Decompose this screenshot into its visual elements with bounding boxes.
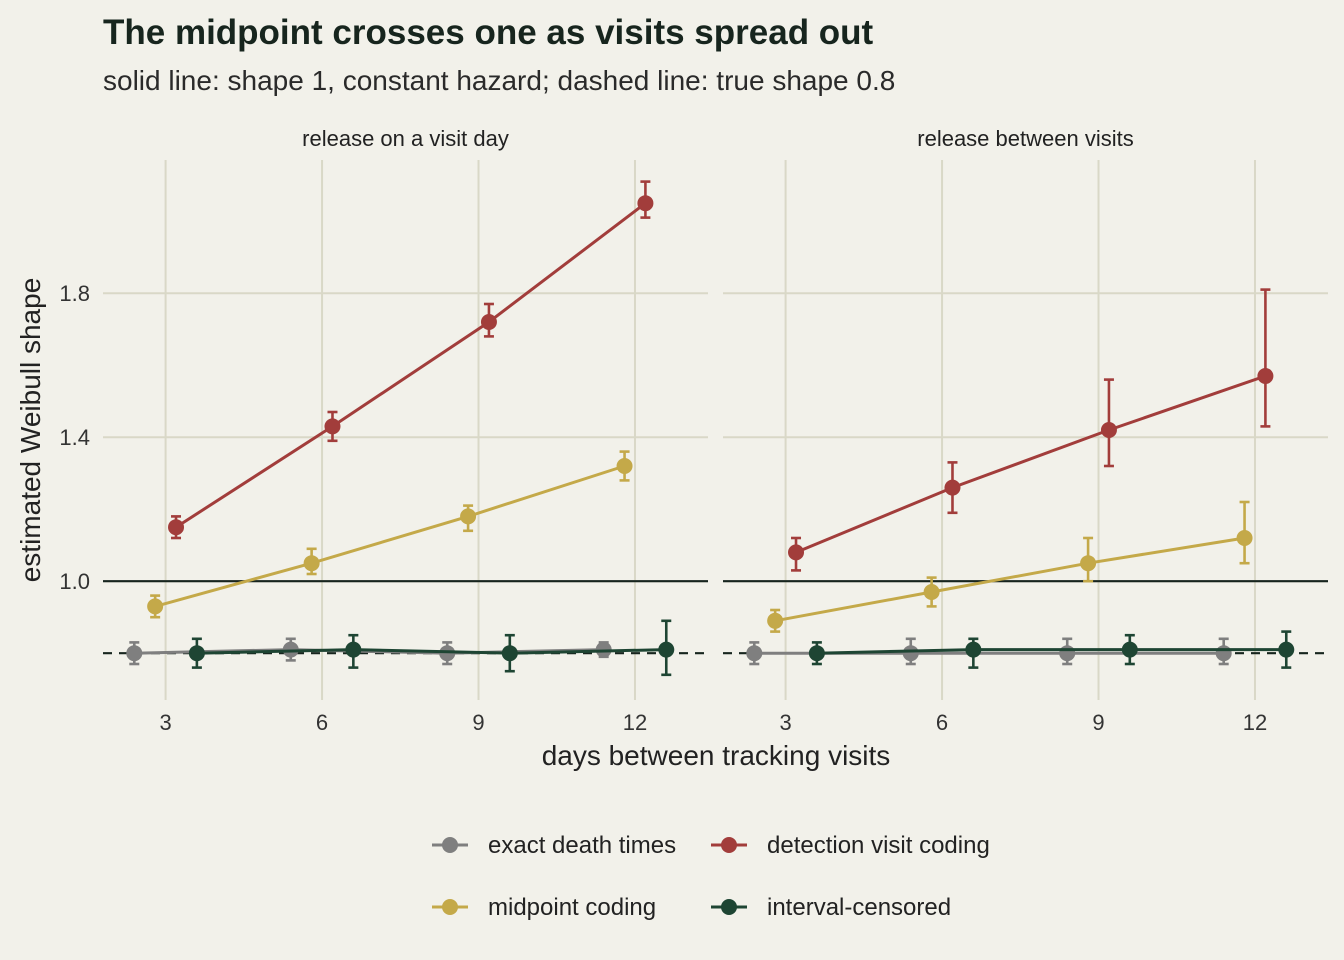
chart-subtitle: solid line: shape 1, constant hazard; da… <box>103 65 895 96</box>
data-point <box>1236 530 1253 546</box>
series-line <box>175 202 647 529</box>
legend-item: interval-censored <box>711 894 951 921</box>
legend-label: midpoint coding <box>488 894 656 921</box>
data-point <box>616 458 633 474</box>
data-point <box>788 544 805 561</box>
x-tick-label: 12 <box>623 710 647 735</box>
legend-key-point <box>442 899 458 915</box>
data-point <box>1121 641 1138 658</box>
series-line <box>795 374 1266 554</box>
data-point <box>902 645 919 662</box>
x-tick-label: 6 <box>316 710 328 735</box>
data-point <box>965 641 982 658</box>
legend-label: interval-censored <box>767 894 951 921</box>
data-point <box>1278 641 1295 658</box>
data-point <box>303 555 320 572</box>
y-tick-label: 1.0 <box>59 569 90 594</box>
data-point <box>1059 645 1076 662</box>
data-point <box>1215 645 1232 662</box>
data-point <box>767 612 784 629</box>
data-point <box>480 314 497 330</box>
x-tick-label: 6 <box>936 710 948 735</box>
x-tick-label: 9 <box>1092 710 1104 735</box>
data-point <box>126 645 143 662</box>
legend-label: exact death times <box>488 832 676 859</box>
legend-key-point <box>721 837 737 853</box>
series-interval-censored <box>808 630 1295 669</box>
data-point <box>746 645 763 662</box>
panel-1: release on a visit day 3 6 9 12 1.0 1.4 1.8 <box>59 126 708 735</box>
series-line <box>154 464 626 608</box>
data-point <box>188 645 205 662</box>
data-point <box>808 645 825 662</box>
legend: exact death times detection visit coding m… <box>432 832 990 921</box>
series-midpoint-coding <box>767 500 1253 633</box>
legend-key-point <box>721 899 737 915</box>
series-line <box>816 648 1287 655</box>
legend-item: exact death times <box>432 832 676 859</box>
data-point <box>1080 555 1097 572</box>
data-point <box>1100 422 1117 438</box>
legend-item: detection visit coding <box>711 832 990 859</box>
legend-key-point <box>442 837 458 853</box>
data-point <box>345 641 362 658</box>
data-point <box>637 195 654 212</box>
x-tick-label: 9 <box>472 710 484 735</box>
series-line <box>774 536 1245 623</box>
data-point <box>324 418 341 435</box>
y-tick-label: 1.8 <box>59 281 90 306</box>
data-point <box>658 641 675 658</box>
series-midpoint-coding <box>147 450 633 619</box>
panel-strip-label: release between visits <box>917 126 1133 151</box>
y-tick-label: 1.4 <box>59 425 90 450</box>
legend-label: detection visit coding <box>767 832 990 859</box>
panel-strip-label: release on a visit day <box>302 126 509 151</box>
data-point <box>460 508 477 525</box>
data-point <box>944 479 961 496</box>
panel-2: release between visits 3 6 9 12 <box>723 126 1328 735</box>
data-point <box>923 584 940 600</box>
x-tick-label: 3 <box>159 710 171 735</box>
data-point <box>147 598 164 615</box>
series-interval-censored <box>188 619 675 677</box>
series-detection-visit-coding <box>168 180 654 540</box>
x-axis-title: days between tracking visits <box>542 740 891 771</box>
data-point <box>168 519 185 536</box>
series-detection-visit-coding <box>788 288 1274 572</box>
x-tick-label: 3 <box>779 710 791 735</box>
x-tick-label: 12 <box>1243 710 1267 735</box>
series-line <box>196 648 667 655</box>
data-point <box>501 645 518 662</box>
legend-item: midpoint coding <box>432 894 656 921</box>
y-axis-title: estimated Weibull shape <box>15 278 46 583</box>
data-point <box>1257 368 1274 384</box>
chart-title: The midpoint crosses one as visits sprea… <box>103 13 874 52</box>
